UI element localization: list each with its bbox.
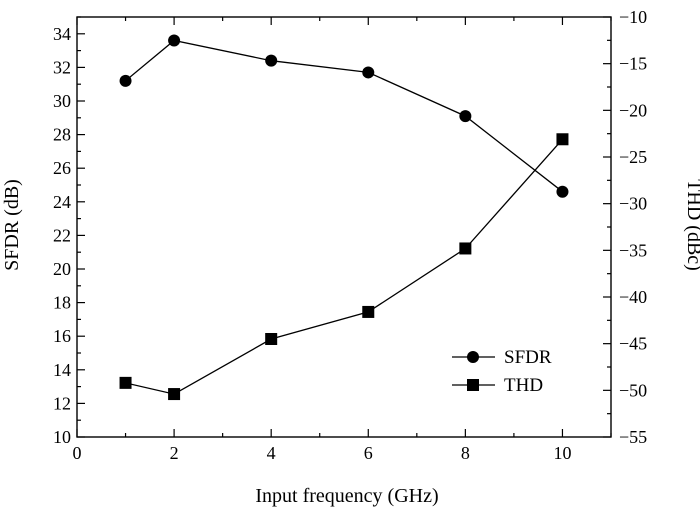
y-right-tick-label: −45 [619, 334, 647, 354]
y-left-tick-label: 16 [53, 326, 71, 346]
x-tick-label: 4 [267, 443, 276, 463]
sfdr-point [265, 54, 278, 67]
y-axis-left-label: SFDR (dB) [1, 179, 23, 271]
legend-thd-label: THD [504, 375, 543, 396]
y-left-tick-label: 18 [53, 293, 71, 313]
y-right-tick-label: −30 [619, 194, 647, 214]
sfdr-point [459, 110, 472, 123]
thd-point [556, 133, 569, 146]
sfdr-point [556, 185, 569, 198]
y-right-tick-label: −35 [619, 240, 647, 260]
sfdr-point [168, 34, 181, 47]
y-left-tick-label: 28 [53, 125, 71, 145]
x-tick-label: 8 [461, 443, 470, 463]
x-tick-label: 6 [364, 443, 373, 463]
y-right-tick-label: −25 [619, 147, 647, 167]
y-left-tick-label: 24 [53, 192, 71, 212]
sfdr-series-line [125, 39, 563, 193]
ticks: 0 2 4 6 8 1010121416182022242628303234−10−15−… [53, 7, 647, 463]
legend: SFDR THD [452, 347, 552, 396]
y-left-tick-label: 12 [53, 393, 71, 413]
series-layer [119, 34, 569, 401]
y-left-tick-label: 32 [53, 57, 71, 77]
thd-point [119, 376, 132, 389]
x-tick-label: 0 [73, 443, 82, 463]
sfdr-point [119, 74, 132, 87]
y-left-tick-label: 30 [53, 91, 71, 111]
y-left-tick-label: 26 [53, 158, 71, 178]
thd-point [362, 305, 375, 318]
y-right-tick-label: −10 [619, 7, 647, 27]
y-left-tick-label: 22 [53, 225, 71, 245]
thd-series-line [125, 138, 563, 395]
legend-thd-marker [467, 379, 479, 391]
x-axis-label: Input frequency (GHz) [255, 485, 438, 507]
y-right-tick-label: −20 [619, 100, 647, 120]
sfdr-point [362, 66, 375, 79]
x-tick-label: 2 [170, 443, 179, 463]
y-right-tick-label: −50 [619, 380, 647, 400]
y-left-tick-label: 14 [53, 360, 71, 380]
y-right-tick-label: −15 [619, 54, 647, 74]
y-axis-right-label: THD (dBc) [683, 179, 700, 271]
axes [76, 16, 612, 438]
legend-sfdr-label: SFDR [504, 347, 552, 368]
legend-sfdr-marker [467, 351, 479, 363]
y-right-tick-label: −55 [619, 427, 647, 447]
thd-point [168, 388, 181, 401]
y-left-tick-label: 10 [53, 427, 71, 447]
thd-point [459, 242, 472, 255]
thd-point [265, 333, 278, 345]
y-left-tick-label: 20 [53, 259, 71, 279]
y-left-tick-label: 34 [53, 24, 71, 44]
y-right-tick-label: −40 [619, 287, 647, 307]
plot-frame [76, 16, 612, 438]
x-tick-label: 10 [553, 443, 571, 463]
